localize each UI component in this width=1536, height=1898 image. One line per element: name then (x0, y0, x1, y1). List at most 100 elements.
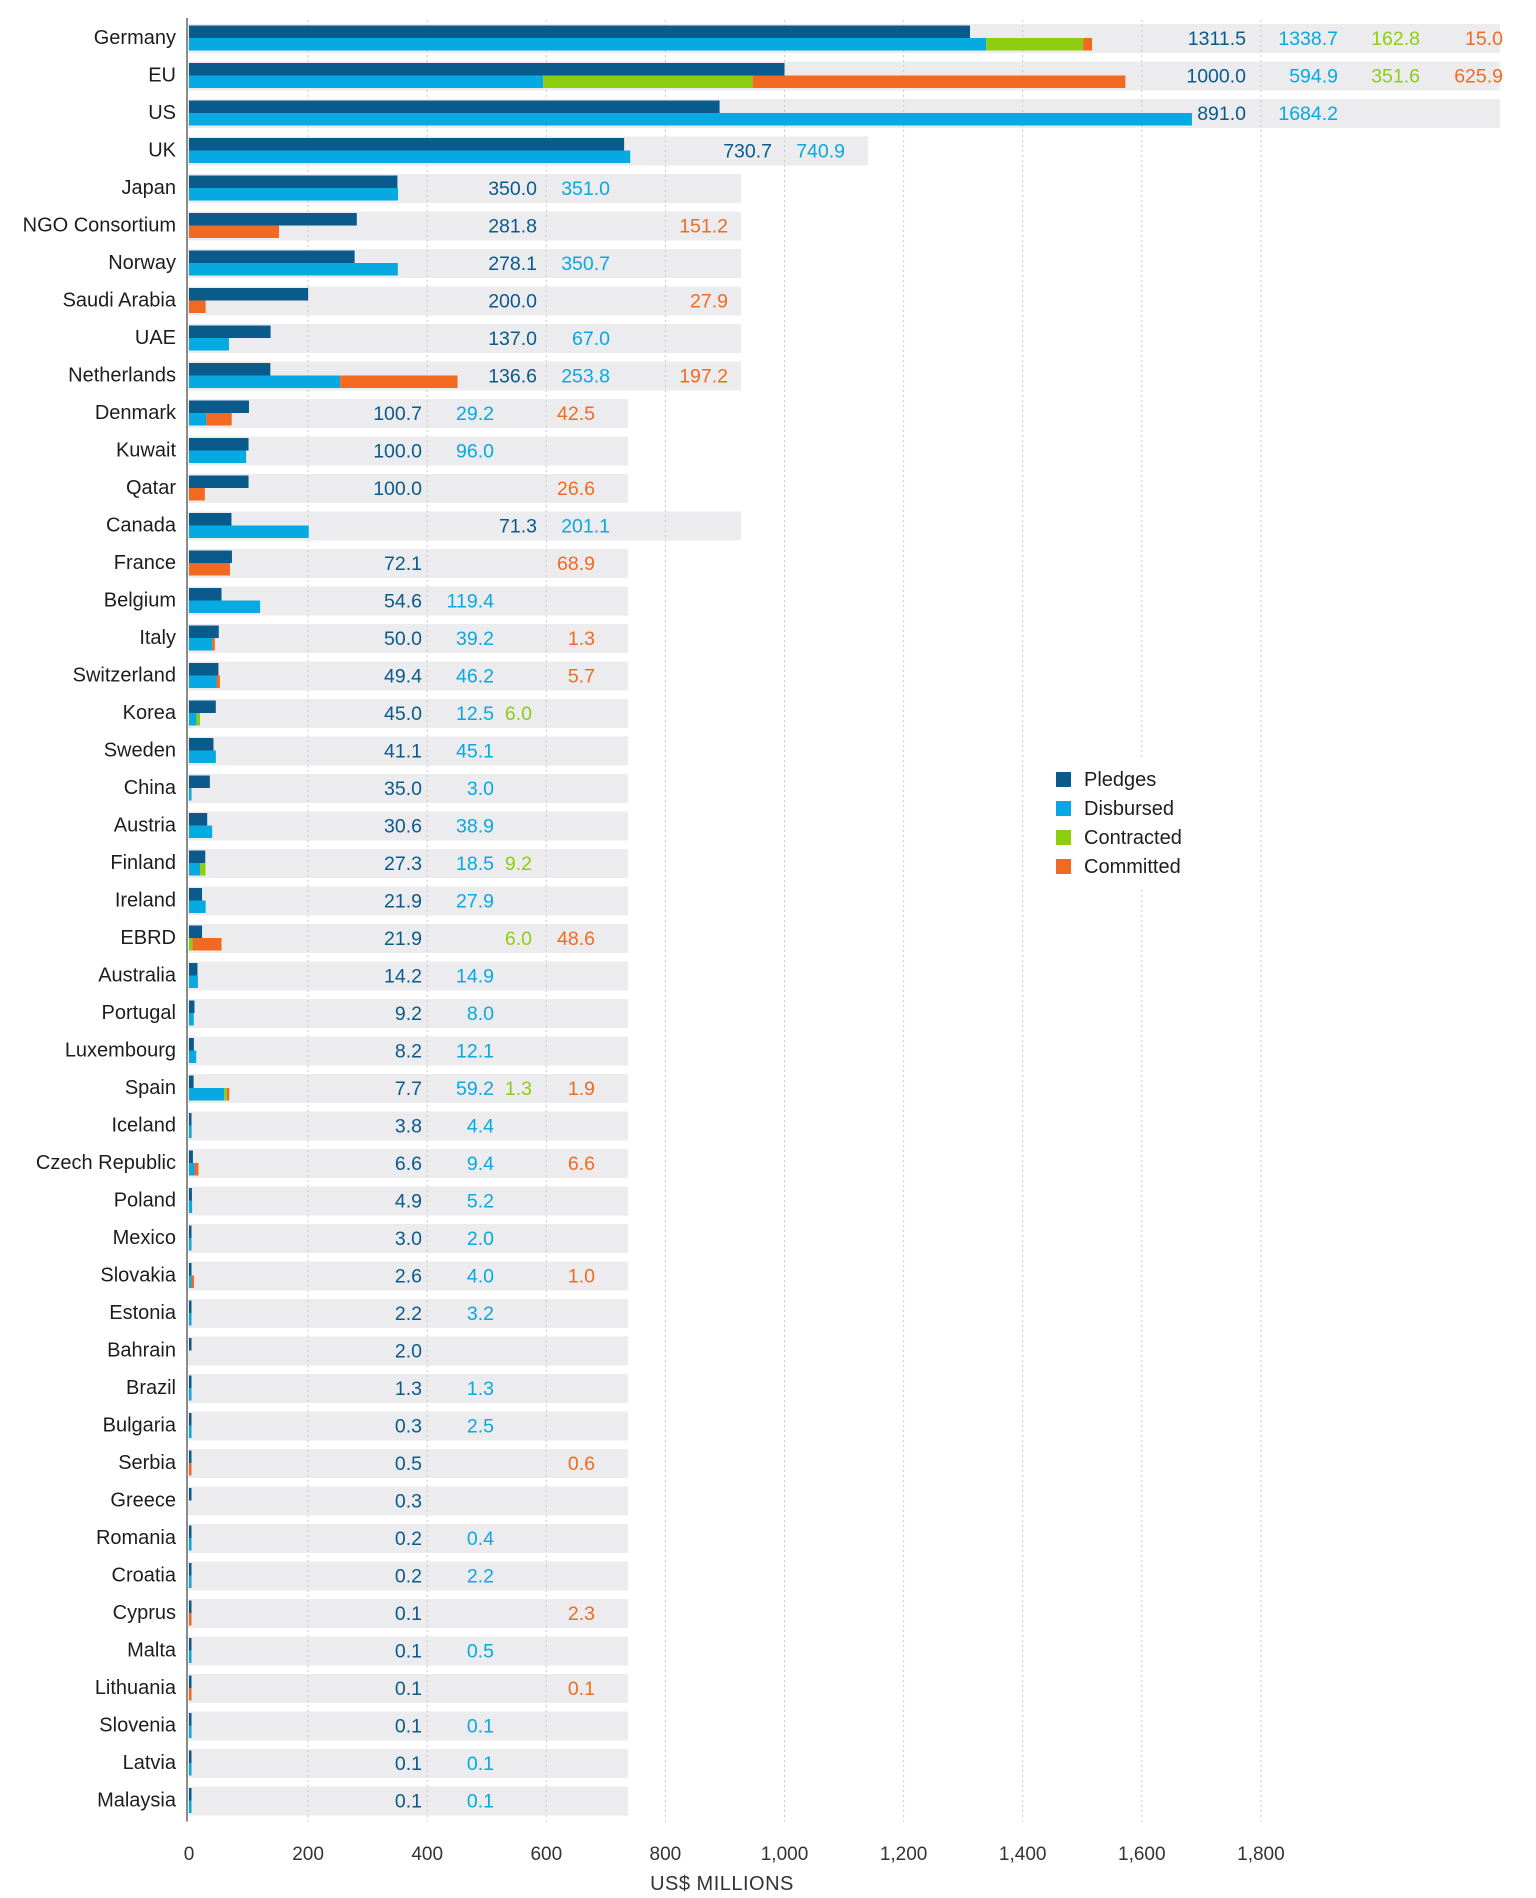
bar-disbursed (189, 1238, 192, 1251)
data-label-disbursed: 27.9 (456, 891, 494, 913)
bar-pledges (189, 1300, 192, 1313)
gridlines (307, 20, 1262, 1822)
data-label-disbursed: 201.1 (561, 516, 610, 538)
data-label-disbursed: 14.9 (456, 966, 494, 988)
data-label-disbursed: 1338.7 (1278, 28, 1338, 50)
bar-committed (212, 638, 215, 651)
data-label-pledges: 35.0 (384, 778, 422, 800)
row-background (187, 549, 628, 578)
x-tick-label: 1,800 (1237, 1844, 1285, 1865)
data-label-pledges: 0.5 (395, 1453, 422, 1475)
bar-pledges (189, 1600, 192, 1613)
data-label-disbursed: 3.2 (467, 1303, 494, 1325)
data-label-pledges: 41.1 (384, 741, 422, 763)
data-label-committed: 197.2 (679, 366, 728, 388)
data-label-pledges: 1000.0 (1186, 66, 1246, 88)
bar-disbursed (189, 150, 631, 163)
category-label: EU (148, 65, 176, 87)
data-label-disbursed: 1684.2 (1278, 103, 1338, 125)
category-label: Greece (110, 1490, 176, 1512)
data-label-disbursed: 4.0 (467, 1266, 494, 1288)
data-label-pledges: 14.2 (384, 966, 422, 988)
data-label-pledges: 100.0 (373, 478, 422, 500)
category-label: Croatia (112, 1565, 177, 1587)
data-label-pledges: 54.6 (384, 591, 422, 613)
category-label: Malaysia (97, 1790, 177, 1812)
data-label-committed: 42.5 (557, 403, 595, 425)
bar-committed (216, 675, 220, 688)
category-label: Romania (96, 1527, 177, 1549)
bar-disbursed (189, 788, 192, 801)
row-background (187, 961, 628, 991)
category-label: Italy (139, 627, 176, 649)
bar-committed (189, 563, 231, 576)
bar-disbursed (189, 1763, 192, 1776)
row-backgrounds (187, 24, 1500, 1816)
data-label-pledges: 281.8 (488, 216, 537, 238)
bar-disbursed (189, 900, 206, 913)
data-label-pledges: 0.1 (395, 1753, 422, 1775)
row-background (187, 1074, 628, 1103)
bar-disbursed (189, 1088, 225, 1101)
data-label-pledges: 278.1 (488, 253, 537, 275)
category-label: Lithuania (95, 1677, 177, 1699)
bar-pledges (189, 1638, 192, 1651)
data-label-committed: 68.9 (557, 553, 595, 575)
row-background (187, 1336, 628, 1366)
bar-pledges (189, 1150, 193, 1163)
row-background (187, 1186, 628, 1216)
data-label-disbursed: 4.4 (467, 1116, 494, 1138)
bar-disbursed (189, 638, 213, 651)
data-label-contracted: 6.0 (505, 703, 532, 725)
row-background (187, 624, 628, 653)
data-label-pledges: 730.7 (723, 141, 772, 163)
labels: Germany 1311.5 1338.7 162.8 15.0 EU 1000.0 594.… (23, 27, 1504, 1813)
data-label-disbursed: 0.5 (467, 1641, 494, 1663)
bar-committed (192, 938, 222, 951)
bar-committed (752, 75, 1126, 88)
data-label-committed: 27.9 (690, 291, 728, 313)
legend-swatch (1056, 801, 1071, 816)
category-label: Netherlands (68, 365, 176, 387)
x-tick-label: 0 (184, 1844, 195, 1865)
bar-committed (206, 413, 232, 426)
data-label-disbursed: 253.8 (561, 366, 610, 388)
row-background (187, 1261, 628, 1291)
data-label-committed: 2.3 (568, 1603, 595, 1625)
row-background (187, 586, 628, 616)
bar-pledges (189, 1713, 192, 1726)
data-label-pledges: 0.2 (395, 1566, 422, 1588)
bar-pledges (189, 1113, 192, 1126)
category-label: Germany (94, 27, 176, 49)
x-axis-ticks: 0 200 400 600 800 1,000 1,200 1,400 1,600 1,800 (184, 1844, 1285, 1865)
category-label: Malta (127, 1640, 177, 1662)
data-label-pledges: 0.1 (395, 1603, 422, 1625)
data-label-pledges: 0.3 (395, 1491, 422, 1513)
category-label: Slovakia (100, 1265, 176, 1287)
bar-pledges (189, 25, 970, 38)
category-label: Bahrain (107, 1340, 176, 1362)
data-label-pledges: 45.0 (384, 703, 422, 725)
data-label-committed: 0.1 (568, 1678, 595, 1700)
data-label-pledges: 350.0 (488, 178, 537, 200)
row-background (187, 1149, 628, 1178)
bar-disbursed (189, 713, 197, 726)
data-label-disbursed: 67.0 (572, 328, 610, 350)
bar-contracted (543, 75, 753, 88)
bar-disbursed (189, 1050, 197, 1063)
category-label: Belgium (104, 590, 176, 612)
bar-disbursed (189, 1575, 192, 1588)
bar-contracted (196, 713, 201, 726)
category-label: NGO Consortium (23, 215, 176, 237)
data-label-pledges: 72.1 (384, 553, 422, 575)
row-background (187, 924, 628, 953)
row-background (187, 1486, 628, 1516)
data-label-disbursed: 1.3 (467, 1378, 494, 1400)
data-label-disbursed: 0.1 (467, 1716, 494, 1738)
category-label: Serbia (118, 1452, 177, 1474)
category-label: Czech Republic (36, 1152, 176, 1174)
x-axis-title: US$ MILLIONS (650, 1873, 794, 1895)
row-background (187, 399, 628, 428)
row-background (187, 1749, 628, 1778)
